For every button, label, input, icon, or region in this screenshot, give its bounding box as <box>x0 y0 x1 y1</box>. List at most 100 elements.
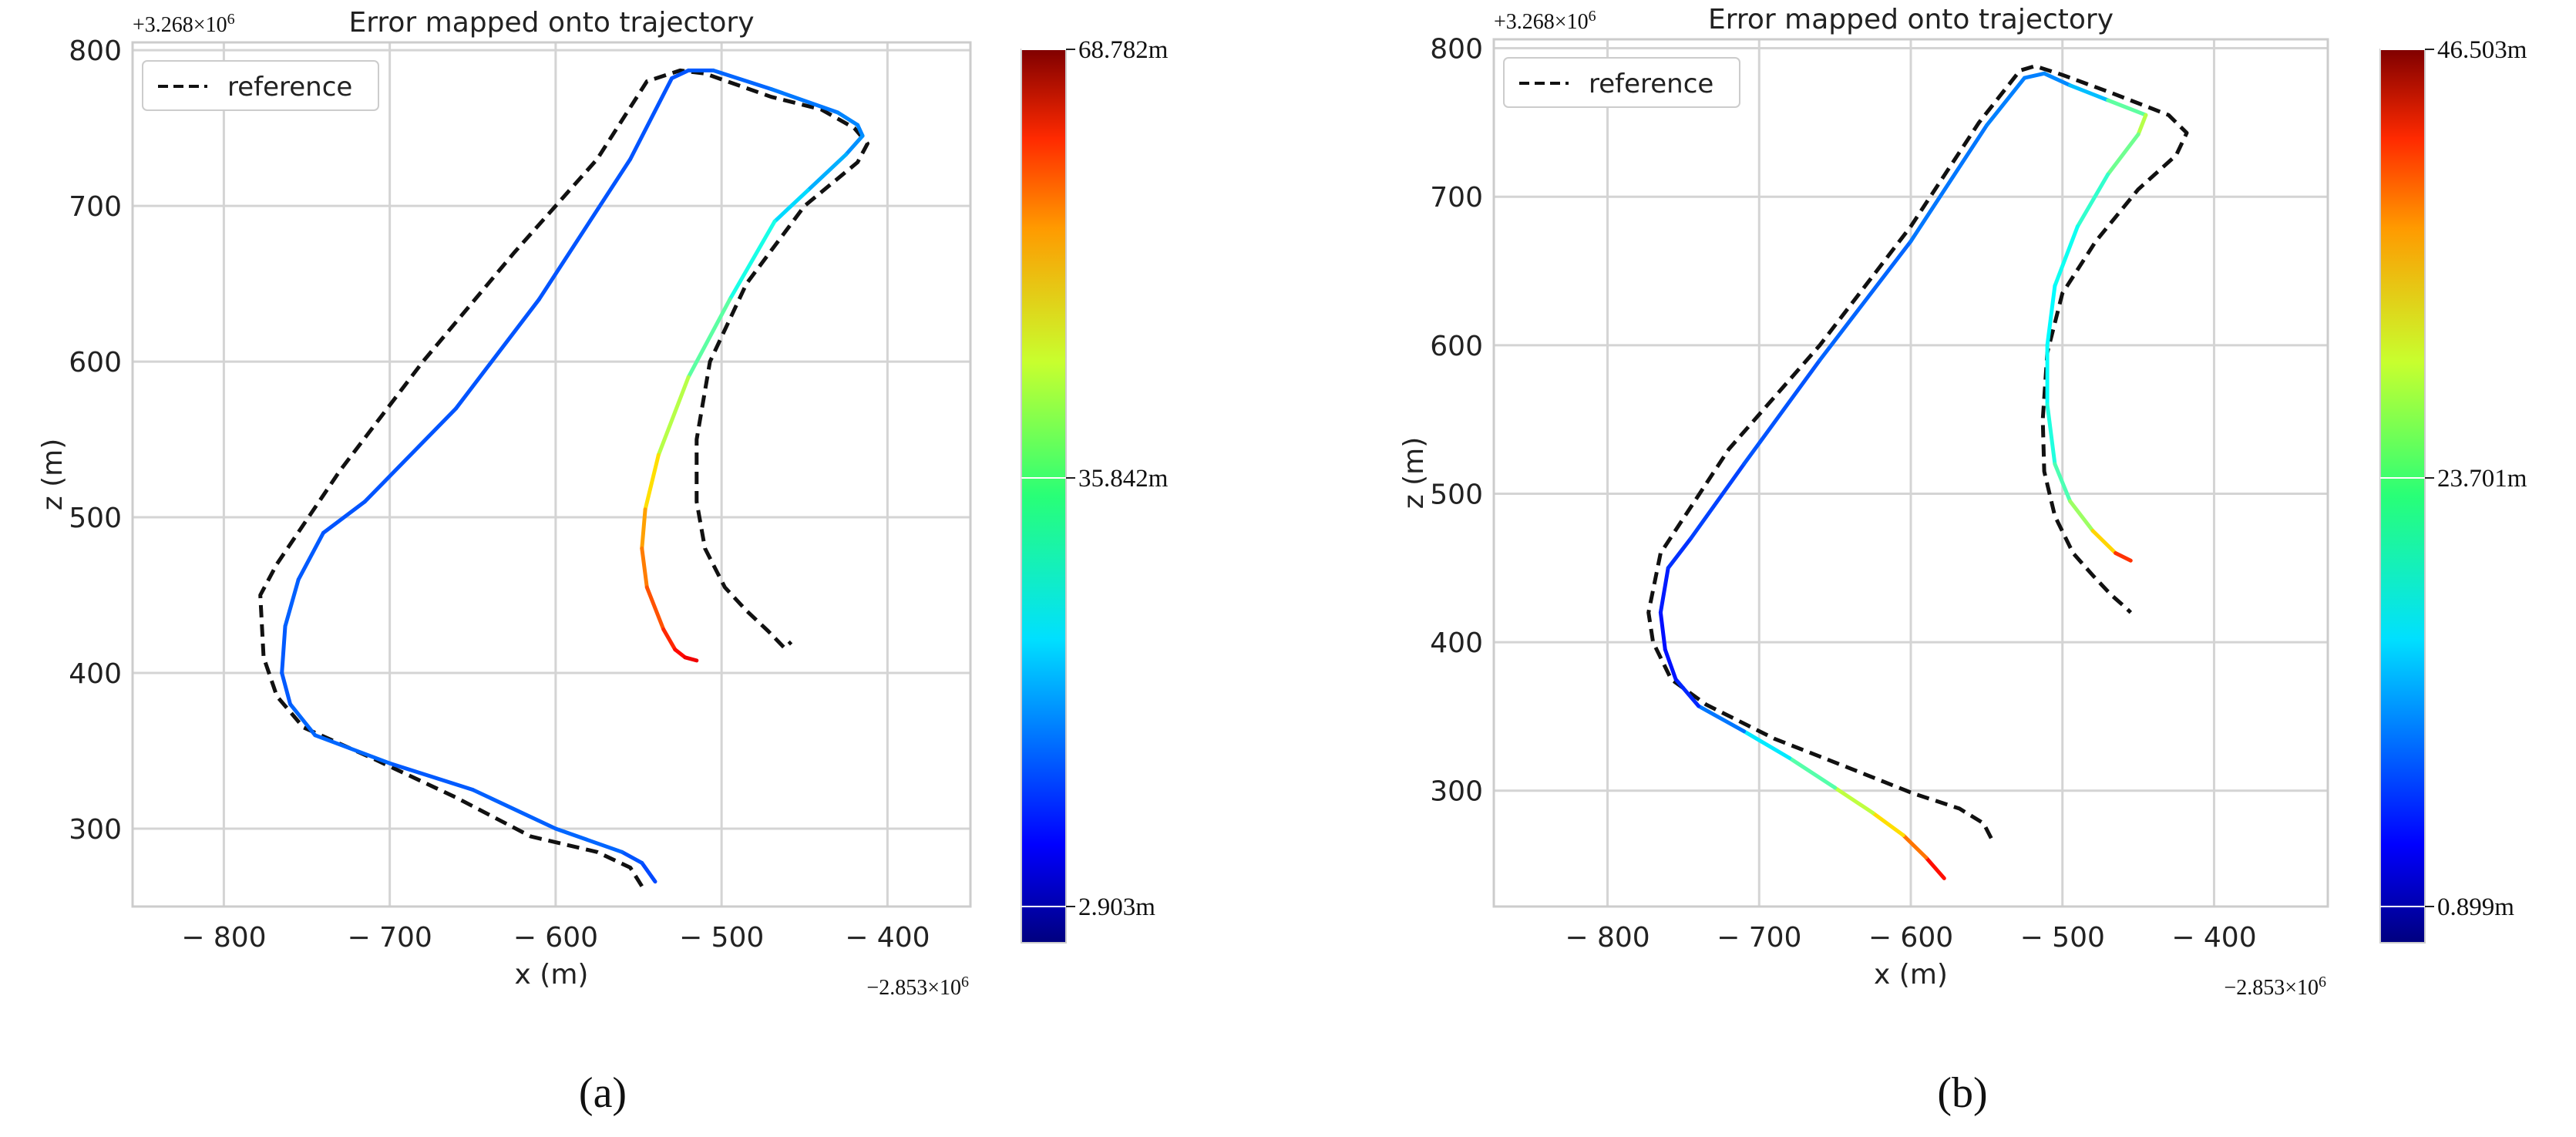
y-offset-label: +3.268×106 <box>133 11 235 37</box>
y-tick-label: 500 <box>69 503 122 534</box>
trajectory-segment <box>1984 76 2026 128</box>
y-tick-label: 400 <box>1430 627 1483 659</box>
chart-title: Error mapped onto trajectory <box>1708 4 2114 35</box>
trajectory-segment <box>321 500 367 535</box>
trajectory-segment <box>1908 123 1989 244</box>
trajectory-segment <box>454 297 541 411</box>
trajectory-segment <box>640 507 647 550</box>
trajectory-segment <box>772 188 810 224</box>
colorbar-tick-label: 35.842m <box>1078 465 1169 493</box>
x-tick-label: − 400 <box>845 922 930 954</box>
trajectory-segment <box>2053 462 2073 503</box>
trajectory-segment <box>656 375 691 457</box>
y-tick-label: 700 <box>69 191 122 223</box>
x-axis-label: x (m) <box>1874 959 1948 991</box>
y-offset-label: +3.268×106 <box>1494 8 1596 34</box>
trajectory-segment <box>288 701 318 738</box>
trajectory-segment <box>296 530 325 582</box>
trajectory-segment <box>673 648 688 660</box>
trajectory-segment <box>1658 611 1667 652</box>
y-tick-label: 300 <box>1430 776 1483 808</box>
trajectory-segment <box>470 788 558 831</box>
trajectory-segment <box>1697 704 1747 734</box>
trajectory-segment <box>1689 462 1747 540</box>
plot-area <box>133 42 970 907</box>
legend-reference-label: reference <box>227 72 352 103</box>
panel-a: − 800 − 700 − 600 − 500 − 400 300 400 500 600 700… <box>37 7 1169 1117</box>
trajectory-segment <box>1901 833 1929 859</box>
y-tick-label: 400 <box>69 658 122 690</box>
trajectory-segment <box>844 133 865 156</box>
trajectory-segment <box>836 110 860 127</box>
x-tick-label: − 500 <box>679 922 764 954</box>
colorbar <box>2379 49 2426 944</box>
trajectory-segment <box>661 627 678 652</box>
trajectory-segment <box>1673 677 1701 708</box>
trajectory-segment <box>769 87 840 115</box>
trajectory-segment <box>313 733 392 765</box>
x-tick-label: − 800 <box>1565 922 1650 954</box>
y-tick-label: 500 <box>1430 479 1483 510</box>
x-tick-label: − 800 <box>181 922 266 954</box>
trajectory-segment <box>2114 551 2133 563</box>
trajectory-segment <box>1833 785 1875 816</box>
trajectory-segment <box>728 219 777 301</box>
plot-frame <box>131 41 972 908</box>
x-offset-label: −2.853×106 <box>2224 974 2326 1000</box>
trajectory-segment <box>2106 132 2141 177</box>
trajectory-segment <box>2023 71 2046 80</box>
colorbar-tick-label: 23.701m <box>2437 465 2527 493</box>
trajectory-segment <box>2045 402 2057 466</box>
trajectory-segment <box>856 123 865 138</box>
y-axis-label: z (m) <box>37 439 69 511</box>
trajectory-segment <box>1871 811 1905 837</box>
y-tick-label: 800 <box>69 35 122 67</box>
trajectory-segment <box>643 452 661 512</box>
panel-b: − 800 − 700 − 600 − 500 − 400 300 400 500 600 700… <box>1398 4 2527 1117</box>
x-offset-label: −2.853×106 <box>866 974 969 1000</box>
colorbar-tick-label: 68.782m <box>1078 36 1169 64</box>
trajectory-segment <box>280 671 292 706</box>
trajectory-segment <box>2068 83 2110 103</box>
y-tick-label: 600 <box>1430 331 1483 362</box>
y-tick-label: 800 <box>1430 34 1483 66</box>
trajectory-segment <box>1924 855 1946 880</box>
x-offset-base: −2.853×10 <box>866 976 961 1000</box>
y-axis-label: z (m) <box>1398 437 1430 510</box>
y-offset-exponent: 6 <box>1589 8 1596 25</box>
trajectory-segment <box>683 655 699 663</box>
trajectory-segment <box>620 849 644 865</box>
y-offset-exponent: 6 <box>227 11 235 28</box>
trajectory-segment <box>711 68 774 92</box>
x-axis-label: x (m) <box>515 959 589 991</box>
trajectory-segment <box>2042 71 2073 88</box>
panel-caption: (a) <box>579 1069 627 1117</box>
x-offset-exponent: 6 <box>961 974 969 991</box>
trajectory-segment <box>1658 566 1670 615</box>
trajectory-segment <box>640 546 649 590</box>
chart-title: Error mapped onto trajectory <box>348 7 754 39</box>
trajectory-segment <box>628 76 674 161</box>
colorbar-tick-label: 2.903m <box>1078 893 1155 921</box>
plot-frame <box>1492 38 2329 908</box>
trajectory-segment <box>553 826 624 854</box>
trajectory-segment <box>2136 113 2148 136</box>
trajectory-segment <box>2090 529 2118 555</box>
legend-box <box>142 60 379 111</box>
trajectory-segment <box>2075 172 2110 229</box>
trajectory-segment <box>1663 648 1678 681</box>
x-tick-label: − 500 <box>2020 922 2105 954</box>
x-tick-label: − 700 <box>1717 922 1801 954</box>
colorbar-tick-label: 46.503m <box>2437 36 2527 64</box>
trajectory-segment <box>1742 358 1822 466</box>
y-tick-label: 300 <box>69 814 122 846</box>
y-offset-base: +3.268×10 <box>133 13 227 37</box>
x-tick-label: − 600 <box>513 922 598 954</box>
y-offset-base: +3.268×10 <box>1494 10 1589 34</box>
trajectory-segment <box>362 406 459 504</box>
colorbar <box>1021 49 1067 944</box>
trajectory-segment <box>536 157 633 301</box>
trajectory-segment <box>283 577 301 628</box>
x-offset-base: −2.853×10 <box>2224 976 2319 1000</box>
